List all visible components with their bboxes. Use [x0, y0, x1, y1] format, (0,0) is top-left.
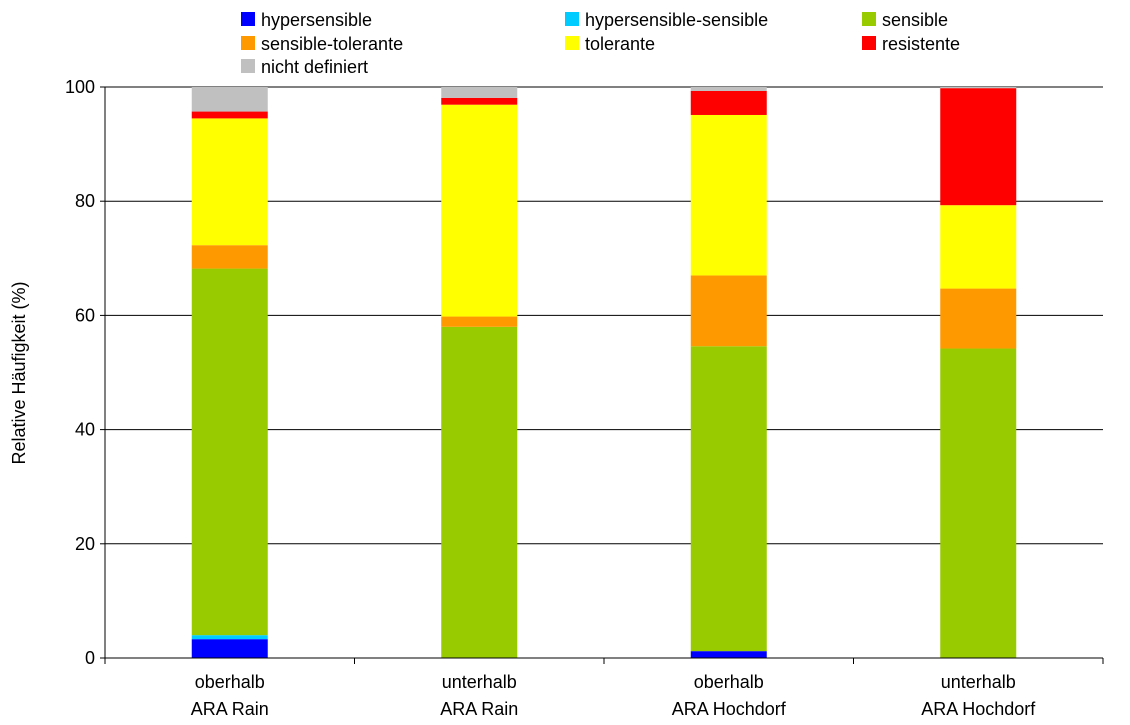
bar-segment-tolerante: [940, 205, 1017, 289]
bar-segment-resistente: [441, 97, 518, 105]
x-tick-label: unterhalb: [442, 672, 517, 692]
bar-segment-nicht-definiert: [191, 87, 268, 112]
y-tick-label: 0: [85, 648, 95, 668]
bar-segment-sensible: [191, 268, 268, 636]
bar-segment-resistente: [690, 90, 767, 115]
bar-segment-sensible: [690, 346, 767, 652]
legend: hypersensible hypersensible-sensible sensi…: [241, 10, 960, 77]
bar-segment-sensible-tolerante: [940, 288, 1017, 349]
legend-swatch: [862, 12, 876, 26]
x-tick-label: oberhalb: [195, 672, 265, 692]
y-tick-labels: 0 20 40 60 80 100: [65, 77, 95, 668]
bar-segment-hypersensible: [690, 651, 767, 658]
y-tick-label: 20: [75, 534, 95, 554]
bar-segment-resistente: [191, 111, 268, 119]
legend-label: sensible-tolerante: [261, 34, 403, 54]
bar-segment-nicht-definiert: [690, 87, 767, 91]
bar-segment-tolerante: [441, 104, 518, 317]
x-tick-label: ARA Rain: [191, 699, 269, 719]
legend-label: hypersensible: [261, 10, 372, 30]
x-tick-label: unterhalb: [941, 672, 1016, 692]
gridlines: [105, 86, 1103, 545]
y-tick-label: 100: [65, 77, 95, 97]
legend-label: nicht definiert: [261, 57, 368, 77]
y-axis-label: Relative Häufigkeit (%): [9, 281, 29, 464]
bar-segment-resistente: [940, 88, 1017, 206]
bar-segment-hypersensible: [191, 639, 268, 658]
bar-segment-hypersensible-sensible: [191, 635, 268, 640]
bar-segment-sensible: [940, 348, 1017, 658]
legend-label: sensible: [882, 10, 948, 30]
bars: [191, 87, 1017, 658]
legend-swatch: [565, 12, 579, 26]
legend-swatch: [862, 36, 876, 50]
bar-segment-sensible-tolerante: [441, 316, 518, 327]
bar-segment-sensible-tolerante: [191, 245, 268, 269]
legend-label: resistente: [882, 34, 960, 54]
legend-swatch: [565, 36, 579, 50]
legend-swatch: [241, 59, 255, 73]
y-tick-label: 60: [75, 305, 95, 325]
x-tick-label: ARA Hochdorf: [921, 699, 1036, 719]
y-tick-label: 40: [75, 420, 95, 440]
bar-segment-tolerante: [690, 114, 767, 276]
legend-label: tolerante: [585, 34, 655, 54]
x-tick-label: oberhalb: [694, 672, 764, 692]
legend-swatch: [241, 12, 255, 26]
bar-segment-nicht-definiert: [940, 87, 1017, 89]
bar-segment-nicht-definiert: [441, 87, 518, 98]
legend-swatch: [241, 36, 255, 50]
bar-segment-sensible-tolerante: [690, 275, 767, 347]
axes: [100, 86, 1104, 664]
legend-label: hypersensible-sensible: [585, 10, 768, 30]
x-tick-label: ARA Rain: [440, 699, 518, 719]
x-tick-labels: oberhalb ARA Rain unterhalb ARA Rain oberhal…: [191, 672, 1037, 719]
bar-segment-sensible: [441, 326, 518, 658]
bar-segment-tolerante: [191, 118, 268, 246]
x-tick-label: ARA Hochdorf: [672, 699, 787, 719]
y-tick-label: 80: [75, 191, 95, 211]
